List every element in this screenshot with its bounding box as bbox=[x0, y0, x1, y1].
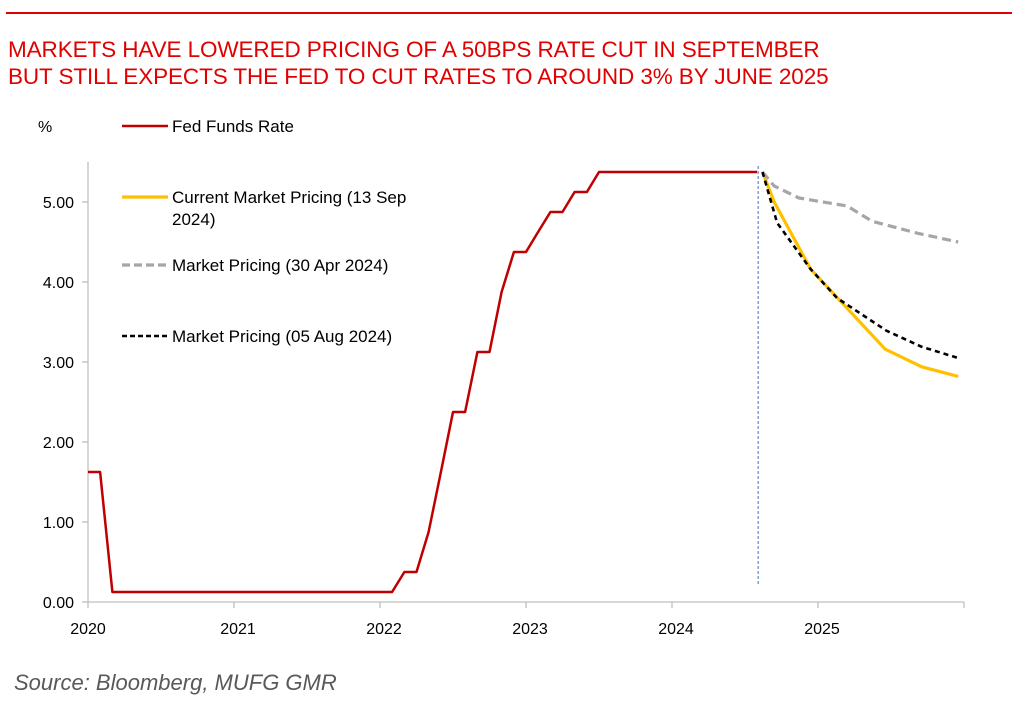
legend-item: Current Market Pricing (13 Sep 2024) bbox=[122, 188, 406, 229]
legend-label: Fed Funds Rate bbox=[172, 117, 294, 136]
x-tick-label: 2024 bbox=[658, 621, 694, 638]
title-line-1: MARKETS HAVE LOWERED PRICING OF A 50BPS … bbox=[8, 37, 820, 62]
legend-item: Market Pricing (05 Aug 2024) bbox=[122, 327, 392, 346]
x-tick-label: 2023 bbox=[512, 621, 548, 638]
y-tick-label: 2.00 bbox=[43, 435, 74, 452]
y-tick-label: 0.00 bbox=[43, 595, 74, 612]
legend-label: 2024) bbox=[172, 210, 215, 229]
y-tick-label: 1.00 bbox=[43, 515, 74, 532]
title-line-2: BUT STILL EXPECTS THE FED TO CUT RATES T… bbox=[8, 64, 829, 89]
legend-label: Market Pricing (05 Aug 2024) bbox=[172, 327, 392, 346]
top-rule bbox=[6, 12, 1012, 14]
series-line-current-market-pricing-13-sep-2024 bbox=[761, 171, 959, 378]
x-tick-label: 2021 bbox=[220, 621, 256, 638]
axes: 0.00 1.00 2.00 3.00 4.00 5.00 2020 2021 2022 2023… bbox=[43, 162, 965, 638]
y-tick-label: 4.00 bbox=[43, 275, 74, 292]
y-tick-label: 3.00 bbox=[43, 355, 74, 372]
legend-item: Fed Funds Rate bbox=[122, 117, 294, 136]
legend-label: Market Pricing (30 Apr 2024) bbox=[172, 256, 388, 275]
x-tick-label: 2025 bbox=[804, 621, 840, 638]
x-tick-label: 2022 bbox=[366, 621, 402, 638]
legend-label: Current Market Pricing (13 Sep bbox=[172, 188, 406, 207]
series-group bbox=[88, 170, 959, 594]
y-tick-label: 5.00 bbox=[43, 195, 74, 212]
series-line-fed-funds-rate bbox=[88, 170, 758, 594]
source-note: Source: Bloomberg, MUFG GMR bbox=[14, 670, 337, 695]
x-tick-label: 2020 bbox=[70, 621, 106, 638]
chart-title: MARKETS HAVE LOWERED PRICING OF A 50BPS … bbox=[8, 36, 1018, 90]
legend: Fed Funds Rate Current Market Pricing (13… bbox=[122, 117, 406, 346]
legend-item: Market Pricing (30 Apr 2024) bbox=[122, 256, 388, 275]
series-line-market-pricing-05-aug-2024 bbox=[761, 171, 959, 360]
y-axis-label: % bbox=[38, 119, 52, 136]
series-line-market-pricing-30-apr-2024 bbox=[761, 170, 959, 244]
